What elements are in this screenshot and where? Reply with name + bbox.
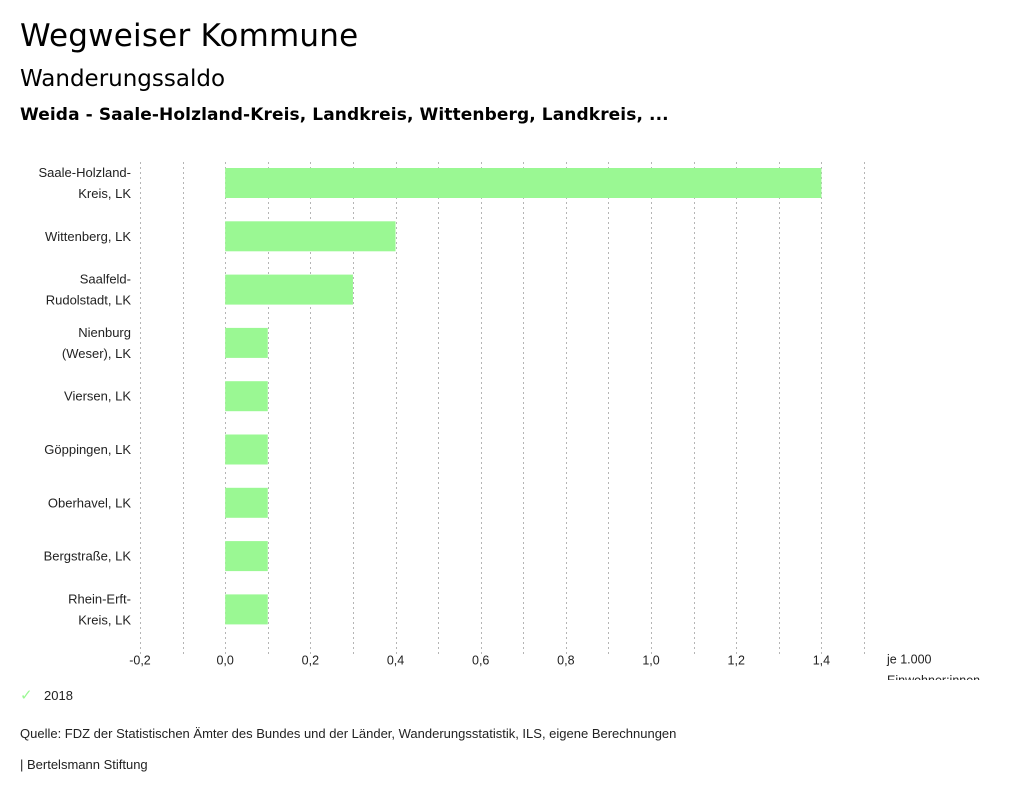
x-tick-label: 1,2 xyxy=(728,654,745,668)
x-axis-label: je 1.000 Einwohner:innen xyxy=(886,653,980,680)
bar xyxy=(225,168,822,198)
bar xyxy=(225,487,268,518)
x-tick-label: -0,2 xyxy=(129,654,151,668)
x-tick-label: 0,4 xyxy=(387,654,404,668)
bars xyxy=(225,168,822,625)
category-label: Göppingen, LK xyxy=(44,442,131,457)
source-note: Quelle: FDZ der Statistischen Ämter des … xyxy=(20,726,677,741)
bar xyxy=(225,274,353,305)
bar xyxy=(225,541,268,572)
bar xyxy=(225,221,396,252)
x-axis-label-line: Einwohner:innen xyxy=(887,674,980,680)
bar xyxy=(225,327,268,358)
x-tick-label: 1,0 xyxy=(642,654,659,668)
category-label: Saalfeld-Rudolstadt, LK xyxy=(46,272,132,308)
category-label: Oberhavel, LK xyxy=(48,495,131,510)
chart-title: Wanderungssaldo xyxy=(20,66,226,92)
x-axis-label-line: je 1.000 xyxy=(886,653,932,667)
category-label: Wittenberg, LK xyxy=(45,229,131,244)
category-label: Bergstraße, LK xyxy=(44,549,132,564)
bar xyxy=(225,594,268,625)
region-selection: Weida - Saale-Holzland-Kreis, Landkreis,… xyxy=(20,105,669,125)
category-label: Nienburg (Weser), LK xyxy=(62,325,131,361)
x-tick-labels: -0,2 0,0 0,2 0,4 0,6 0,8 1,0 1,2 1,4 xyxy=(129,654,830,668)
bar xyxy=(225,381,268,412)
legend[interactable]: ✓ 2018 xyxy=(20,686,73,704)
category-label: Viersen, LK xyxy=(64,389,131,404)
check-icon[interactable]: ✓ xyxy=(20,687,33,704)
gridlines xyxy=(140,162,865,655)
credit-note: | Bertelsmann Stiftung xyxy=(20,757,148,772)
bar-chart: Saale-Holzland-Kreis, LK Wittenberg, LK Sa… xyxy=(39,162,980,680)
legend-label: 2018 xyxy=(44,687,73,703)
x-tick-label: 0,8 xyxy=(557,654,574,668)
x-tick-label: 1,4 xyxy=(813,654,830,668)
category-labels: Saale-Holzland-Kreis, LK Wittenberg, LK Sa… xyxy=(39,165,132,627)
category-label: Saale-Holzland-Kreis, LK xyxy=(39,165,132,201)
x-tick-label: 0,0 xyxy=(216,654,233,668)
x-tick-label: 0,2 xyxy=(302,654,319,668)
bar xyxy=(225,434,268,465)
app-title: Wegweiser Kommune xyxy=(20,18,359,54)
x-tick-label: 0,6 xyxy=(472,654,489,668)
category-label: Rhein-Erft-Kreis, LK xyxy=(68,591,131,627)
